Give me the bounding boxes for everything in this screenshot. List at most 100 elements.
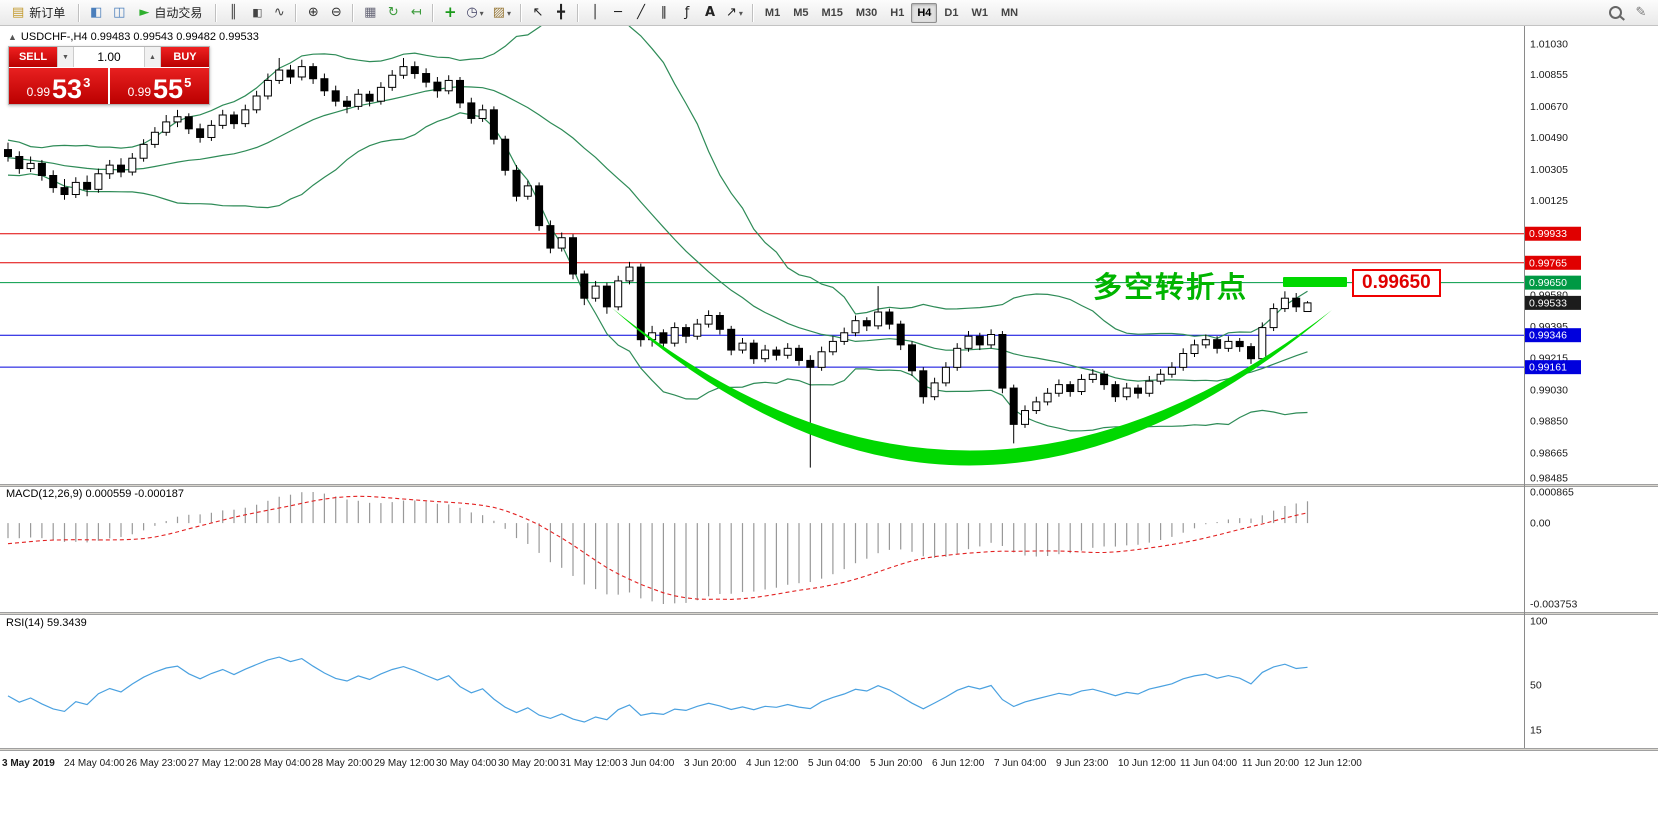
candle-body — [512, 169, 521, 197]
line-chart-button[interactable] — [268, 2, 290, 24]
trendline-icon — [637, 6, 645, 19]
price-axis-label: 0.99030 — [1530, 384, 1568, 396]
panel-separator[interactable] — [0, 612, 1658, 615]
bid-price-display[interactable]: 0.99 53 3 — [9, 68, 108, 104]
toolbar-separator — [520, 3, 522, 22]
candle-body — [1066, 384, 1075, 393]
time-axis-label: 30 May 20:00 — [498, 758, 559, 769]
candle-body — [173, 116, 182, 123]
timeframe-m15[interactable]: M15 — [815, 3, 848, 23]
chart-window-button[interactable] — [85, 2, 107, 24]
price-axis-label: 0.98850 — [1530, 415, 1568, 427]
candle-body — [1077, 378, 1086, 393]
chart-canvas[interactable]: 1.01030 1.00855 1.00670 1.00490 1.00305 1.001… — [0, 26, 1658, 817]
candle-body — [783, 347, 792, 356]
bid-pip-digit: 3 — [83, 75, 91, 90]
new-order-button[interactable]: 新订单 — [4, 2, 73, 24]
candle-body — [523, 185, 532, 197]
timeframe-w1[interactable]: W1 — [965, 3, 994, 23]
timeframe-m1[interactable]: M1 — [759, 3, 786, 23]
candle-body — [580, 273, 589, 299]
price-level-box-0.99533 — [1525, 295, 1581, 310]
profiles-button[interactable] — [108, 2, 130, 24]
candlestick-chart-button[interactable] — [245, 2, 267, 24]
macd-axis-label: 0.000865 — [1530, 487, 1574, 499]
price-level-box-0.99933 — [1525, 226, 1581, 241]
time-axis-label: 27 May 12:00 — [188, 758, 249, 769]
candle-body — [919, 370, 928, 398]
search-button[interactable] — [1604, 2, 1626, 24]
candle-body — [1145, 380, 1154, 394]
symbol-header: ▲ USDCHF-,H4 0.99483 0.99543 0.99482 0.99… — [8, 31, 259, 43]
auto-trading-button-label: 自动交易 — [154, 6, 203, 20]
horizontal-line-button[interactable] — [607, 2, 629, 24]
chart-shift-button[interactable] — [405, 2, 427, 24]
candle-body — [1190, 344, 1199, 355]
price-axis-label: 1.00855 — [1530, 69, 1568, 81]
auto-trading-button[interactable]: 自动交易 — [131, 2, 210, 24]
search-icon — [1608, 6, 1622, 19]
sell-button[interactable]: SELL — [9, 47, 57, 67]
tile-windows-button[interactable] — [359, 2, 381, 24]
arrows-button[interactable] — [722, 2, 747, 24]
candle-body — [1009, 387, 1018, 425]
timeframe-h4[interactable]: H4 — [911, 2, 938, 23]
turning-point-annotation[interactable]: 多空转折点 — [1093, 272, 1249, 304]
zoom-out-button[interactable] — [325, 2, 347, 24]
timeframe-m30[interactable]: M30 — [850, 3, 883, 23]
text-label-button[interactable] — [699, 2, 721, 24]
indicators-button[interactable] — [439, 2, 461, 24]
candle-body — [953, 347, 962, 368]
candle-body — [150, 131, 159, 145]
cursor-button[interactable] — [527, 2, 549, 24]
timeframe-m5[interactable]: M5 — [787, 3, 814, 23]
volume-decrease-stepper[interactable]: ▼ — [57, 47, 74, 67]
bar-chart-button[interactable] — [222, 2, 244, 24]
auto-scroll-button[interactable] — [382, 2, 404, 24]
equidistant-channel-button[interactable] — [653, 2, 675, 24]
fibonacci-button[interactable] — [676, 2, 698, 24]
chart-shift-icon — [411, 6, 422, 19]
time-axis-label: 5 Jun 04:00 — [808, 758, 861, 769]
collapse-panel-icon[interactable]: ▲ — [8, 32, 17, 42]
price-level-box-0.99765 — [1525, 255, 1581, 270]
candle-body — [26, 162, 35, 170]
buy-button[interactable]: BUY — [161, 47, 209, 67]
panel-separator[interactable] — [0, 484, 1658, 487]
rsi-axis-label: 15 — [1530, 725, 1542, 737]
vertical-line-button[interactable] — [584, 2, 606, 24]
volume-increase-stepper[interactable]: ▲ — [144, 47, 161, 67]
candle-body — [60, 187, 69, 196]
timeframe-d1[interactable]: D1 — [938, 3, 964, 23]
volume-input[interactable] — [74, 47, 144, 67]
periods-button[interactable] — [462, 2, 487, 24]
zoom-in-button[interactable] — [302, 2, 324, 24]
price-callout-label[interactable]: 0.99650 — [1352, 269, 1441, 297]
price-axis-label: 1.01030 — [1530, 39, 1568, 51]
timeframe-mn[interactable]: MN — [995, 3, 1024, 23]
candle-body — [941, 366, 950, 384]
edit-button[interactable] — [1630, 2, 1652, 24]
time-axis-label: 30 May 04:00 — [436, 758, 497, 769]
saucer-arc-annotation[interactable] — [612, 308, 1332, 466]
ask-price-display[interactable]: 0.99 55 5 — [110, 68, 209, 104]
crosshair-button[interactable] — [550, 2, 572, 24]
price-axis-label: 1.00490 — [1530, 132, 1568, 144]
candle-body — [376, 86, 385, 102]
panel-separator[interactable] — [0, 748, 1658, 751]
turning-point-dash[interactable] — [1283, 277, 1347, 287]
candle-body — [749, 342, 758, 360]
candle-body — [738, 342, 747, 351]
candle-body — [1122, 387, 1131, 398]
candle-body — [998, 334, 1007, 389]
toolbar-separator — [78, 3, 81, 22]
candle-body — [636, 266, 645, 341]
templates-button[interactable] — [489, 2, 515, 24]
price-level-box-0.99346 — [1525, 328, 1581, 343]
trendline-button[interactable] — [630, 2, 652, 24]
candle-body — [591, 285, 600, 299]
tile-windows-icon — [364, 6, 376, 19]
ask-big-digits: 55 — [153, 74, 184, 105]
timeframe-h1[interactable]: H1 — [884, 3, 910, 23]
